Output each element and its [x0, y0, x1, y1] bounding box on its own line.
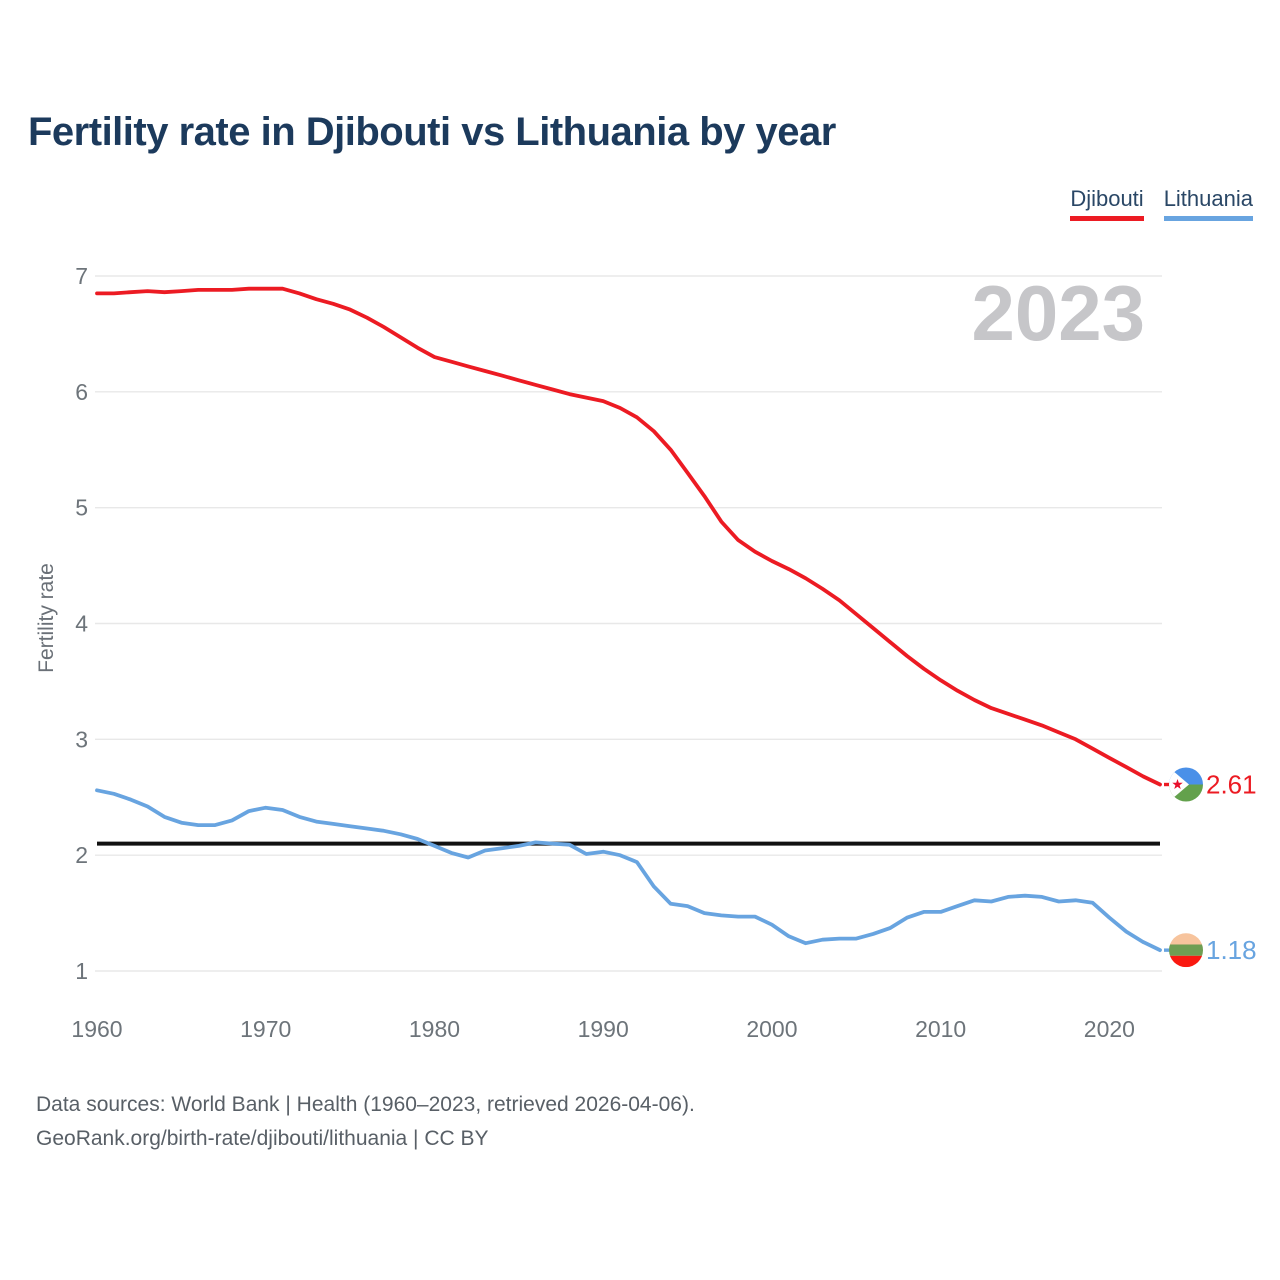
lithuania-flag-icon [1169, 933, 1203, 968]
legend-item-lithuania[interactable]: Lithuania [1163, 186, 1253, 221]
footer: Data sources: World Bank | Health (1960–… [36, 1088, 695, 1156]
y-tick-label-7: 7 [75, 263, 88, 289]
legend-item-djibouti[interactable]: Djibouti [1070, 186, 1144, 221]
djibouti-flag-icon [1169, 767, 1203, 802]
footer-attribution: GeoRank.org/birth-rate/djibouti/lithuani… [36, 1127, 489, 1150]
x-tick-label-1980: 1980 [409, 1016, 460, 1042]
footer-sources: Data sources: World Bank | Health (1960–… [36, 1093, 695, 1116]
lithuania-end-value: 1.18 [1206, 935, 1257, 965]
chart-title: Fertility rate in Djibouti vs Lithuania … [28, 110, 836, 154]
legend: Djibouti Lithuania [1070, 186, 1253, 221]
lithuania-line[interactable] [95, 788, 1162, 952]
legend-label-djibouti: Djibouti [1070, 186, 1144, 211]
y-tick-label-4: 4 [75, 611, 88, 637]
x-tick-label-1990: 1990 [578, 1016, 629, 1042]
x-tick-label-2000: 2000 [746, 1016, 797, 1042]
djibouti-end-value: 2.61 [1206, 770, 1257, 800]
x-tick-label-1970: 1970 [240, 1016, 291, 1042]
legend-label-lithuania: Lithuania [1163, 186, 1253, 211]
x-tick-label-2020: 2020 [1084, 1016, 1135, 1042]
y-tick-label-5: 5 [75, 495, 88, 521]
djibouti-line[interactable] [95, 286, 1162, 787]
year-watermark: 2023 [971, 269, 1145, 357]
y-tick-label-6: 6 [75, 379, 88, 405]
x-tick-label-1960: 1960 [71, 1016, 122, 1042]
y-tick-label-1: 1 [75, 958, 88, 984]
y-tick-label-3: 3 [75, 726, 88, 752]
x-tick-label-2010: 2010 [915, 1016, 966, 1042]
y-tick-label-2: 2 [75, 842, 88, 868]
